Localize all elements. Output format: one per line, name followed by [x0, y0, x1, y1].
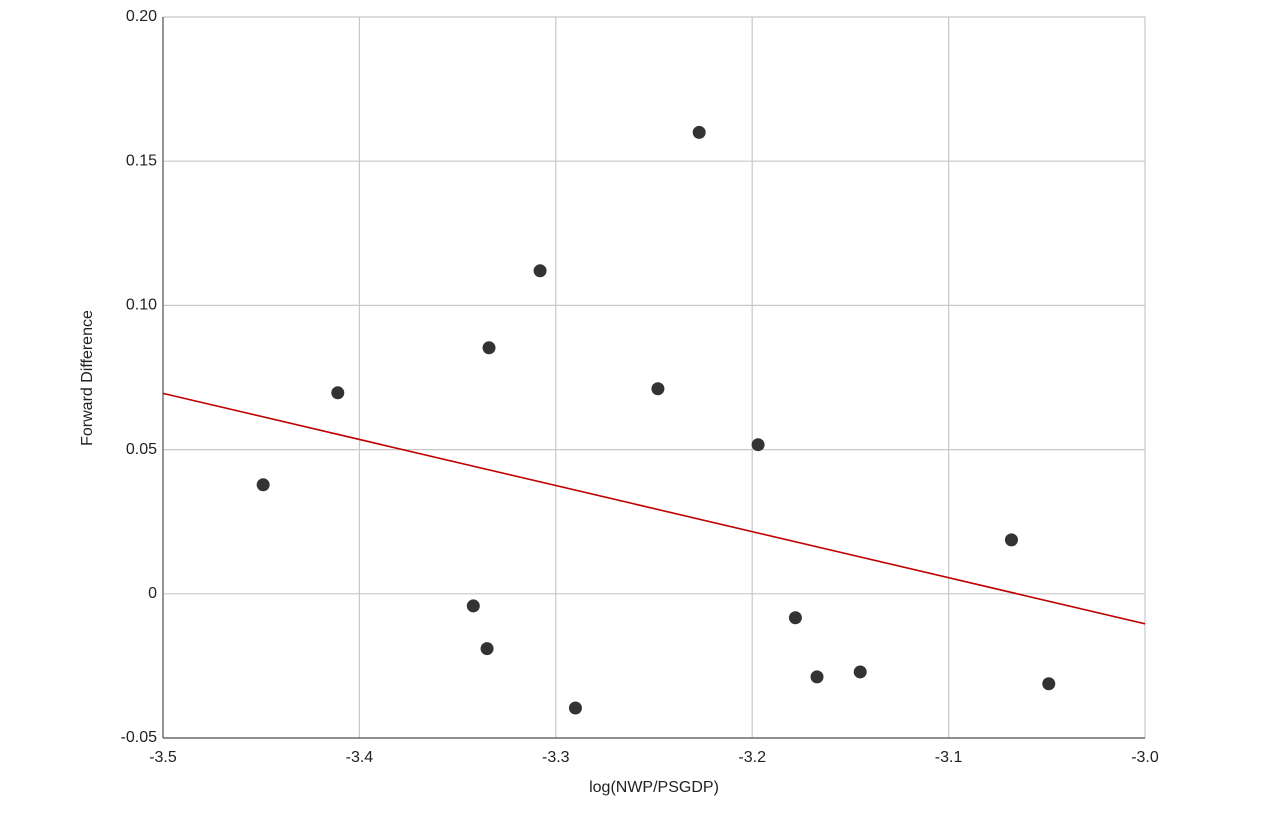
scatter-point: [1042, 677, 1056, 691]
scatter-point: [692, 125, 706, 139]
y-tick-label: 0: [148, 585, 157, 602]
y-tick-label: 0.15: [126, 152, 157, 169]
y-tick-label: 0.05: [126, 441, 157, 458]
y-axis-label: Forward Difference: [79, 310, 96, 446]
scatter-point: [810, 670, 824, 684]
x-tick-label: -3.5: [149, 749, 177, 766]
y-tick-label: 0.10: [126, 297, 157, 314]
scatter-point: [1004, 533, 1018, 547]
x-tick-label: -3.4: [346, 749, 374, 766]
scatter-point: [331, 386, 345, 400]
scatter-point: [256, 478, 270, 492]
scatter-point: [533, 264, 547, 278]
x-axis-label: log(NWP/PSGDP): [589, 779, 719, 796]
scatter-point: [466, 599, 480, 613]
scatter-point: [651, 382, 665, 396]
scatter-point: [568, 701, 582, 715]
x-tick-label: -3.3: [542, 749, 570, 766]
scatter-point: [480, 642, 494, 656]
y-tick-label: 0.20: [126, 8, 157, 25]
y-tick-label: -0.05: [121, 729, 158, 746]
scatter-point: [482, 341, 496, 355]
scatter-point: [788, 611, 802, 625]
x-tick-label: -3.2: [738, 749, 766, 766]
scatter-point: [853, 665, 867, 679]
fit-line: [162, 392, 1146, 625]
x-tick-label: -3.0: [1131, 749, 1159, 766]
x-tick-label: -3.1: [935, 749, 963, 766]
scatter-point: [751, 438, 765, 452]
